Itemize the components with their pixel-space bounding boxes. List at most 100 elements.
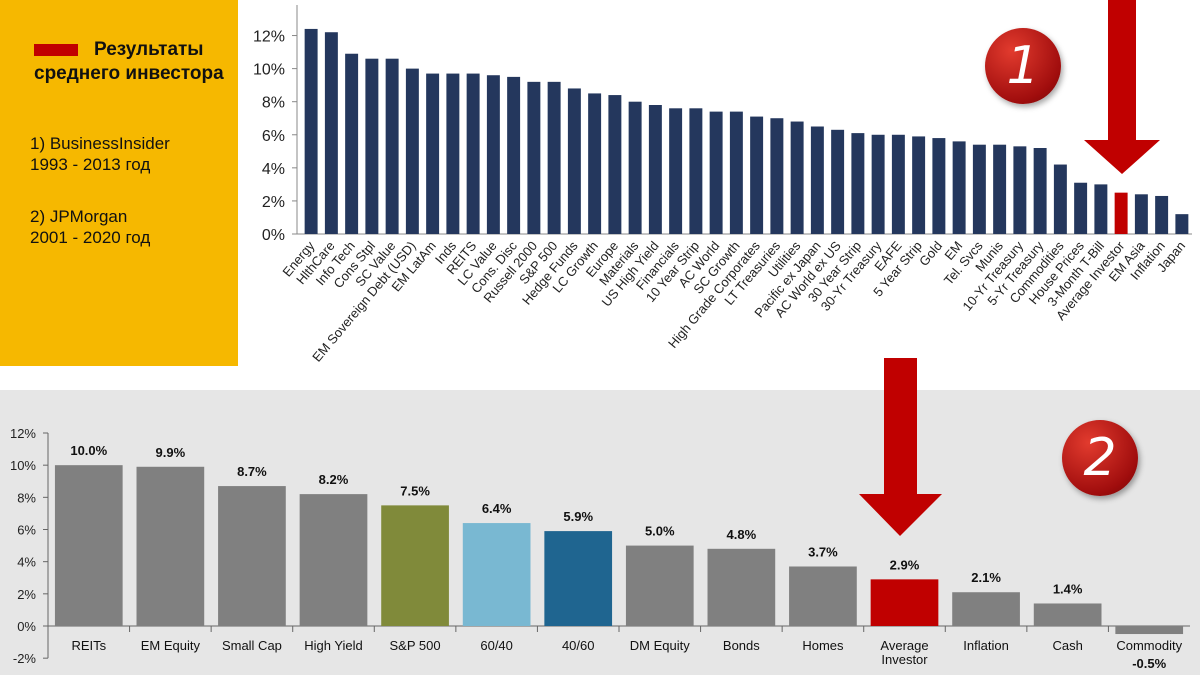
top-bar bbox=[324, 32, 338, 234]
top-bar bbox=[689, 108, 703, 234]
top-bar bbox=[304, 28, 318, 234]
top-bar bbox=[750, 116, 764, 234]
bottom-x-tick-label: High Yield bbox=[304, 638, 363, 653]
bottom-value-label: 4.8% bbox=[727, 527, 757, 542]
top-y-tick-label: 4% bbox=[262, 161, 285, 178]
bottom-x-tick-label: Cash bbox=[1052, 638, 1082, 653]
badge-2: 2 bbox=[1062, 420, 1138, 496]
legend-swatch bbox=[34, 44, 78, 56]
bottom-x-tick-label-line: S&P 500 bbox=[390, 638, 441, 653]
top-bar bbox=[345, 53, 359, 234]
top-bar bbox=[365, 58, 379, 234]
bottom-value-label: 9.9% bbox=[156, 445, 186, 460]
bottom-value-label: 8.2% bbox=[319, 472, 349, 487]
top-bar bbox=[426, 73, 440, 234]
top-y-tick-label: 10% bbox=[253, 62, 285, 79]
top-bar bbox=[1114, 192, 1128, 234]
bottom-x-tick-label: Bonds bbox=[723, 638, 760, 653]
top-y-tick-label: 2% bbox=[262, 194, 285, 211]
bottom-x-tick-label-line: Cash bbox=[1052, 638, 1082, 653]
bottom-x-tick-label-line: DM Equity bbox=[630, 638, 690, 653]
bottom-x-tick-label-line: Small Cap bbox=[222, 638, 282, 653]
bottom-x-tick-label-line: Inflation bbox=[963, 638, 1009, 653]
bottom-bar bbox=[1033, 603, 1102, 626]
legend-title: Результаты среднего инвестора bbox=[34, 39, 224, 84]
bottom-bar bbox=[789, 566, 857, 626]
bottom-x-tick-label-line: EM Equity bbox=[141, 638, 201, 653]
top-arrow bbox=[1084, 0, 1160, 174]
bottom-bar bbox=[136, 466, 205, 626]
top-bar bbox=[669, 108, 683, 234]
top-bar bbox=[628, 101, 642, 234]
top-bar bbox=[466, 73, 480, 234]
bottom-y-tick-label: 10% bbox=[10, 458, 36, 473]
bottom-x-tick-label-line: 40/60 bbox=[562, 638, 595, 653]
bottom-x-tick-label-line: 60/40 bbox=[480, 638, 513, 653]
bottom-bar bbox=[54, 465, 123, 626]
bottom-bar bbox=[544, 531, 613, 626]
bottom-value-label: 2.9% bbox=[890, 557, 920, 572]
top-bar bbox=[385, 58, 399, 234]
bottom-value-label: 1.4% bbox=[1053, 581, 1083, 596]
bottom-value-label: 6.4% bbox=[482, 501, 512, 516]
bottom-value-label: -0.5% bbox=[1132, 656, 1166, 671]
bottom-x-tick-label: S&P 500 bbox=[390, 638, 441, 653]
top-bar bbox=[648, 105, 662, 234]
source-2-name: 2) JPMorgan bbox=[30, 207, 128, 226]
top-bar bbox=[831, 129, 845, 234]
top-bar bbox=[709, 111, 723, 234]
bottom-bar bbox=[299, 494, 368, 626]
bottom-value-label: 2.1% bbox=[971, 570, 1001, 585]
bottom-x-tick-label-line: REITs bbox=[71, 638, 106, 653]
source-2-period: 2001 - 2020 год bbox=[30, 228, 151, 247]
top-y-tick-label: 0% bbox=[262, 227, 285, 244]
bottom-y-tick-label: 6% bbox=[17, 523, 36, 538]
top-bar bbox=[1033, 148, 1047, 234]
bottom-y-tick-label: 8% bbox=[17, 490, 36, 505]
top-bar bbox=[932, 138, 946, 234]
top-bar bbox=[527, 81, 541, 234]
top-y-tick-label: 8% bbox=[262, 95, 285, 112]
top-bar bbox=[567, 88, 581, 234]
bottom-y-tick-label: 2% bbox=[17, 587, 36, 602]
bottom-bar bbox=[218, 486, 286, 626]
bottom-x-tick-label: REITs bbox=[71, 638, 106, 653]
bottom-x-tick-label: Commodity bbox=[1116, 638, 1182, 653]
top-bar bbox=[1053, 164, 1067, 234]
bottom-value-label: 10.0% bbox=[70, 443, 107, 458]
bottom-x-tick-label-line: Homes bbox=[802, 638, 844, 653]
bottom-bar bbox=[625, 545, 694, 626]
legend-panel: Результаты среднего инвестора 1) Busines… bbox=[0, 0, 238, 366]
top-bar bbox=[891, 134, 905, 234]
top-bar bbox=[993, 144, 1007, 234]
bottom-x-tick-label: Average Investor bbox=[880, 638, 928, 667]
bottom-arrow bbox=[859, 358, 942, 536]
bottom-x-tick-label: Small Cap bbox=[222, 638, 282, 653]
bottom-x-tick-label: EM Equity bbox=[141, 638, 201, 653]
bottom-bar bbox=[952, 592, 1020, 626]
bottom-x-tick-label-line: Average bbox=[880, 638, 928, 653]
top-bar bbox=[912, 136, 926, 234]
source-1-name: 1) BusinessInsider bbox=[30, 134, 170, 153]
top-bar bbox=[729, 111, 743, 234]
bottom-value-label: 5.9% bbox=[563, 509, 593, 524]
bottom-x-tick-label: Inflation bbox=[963, 638, 1009, 653]
source-2: 2) JPMorgan 2001 - 2020 год bbox=[30, 206, 150, 248]
top-bar bbox=[588, 93, 602, 234]
bottom-bar bbox=[707, 548, 776, 626]
top-y-tick-label: 12% bbox=[253, 29, 285, 46]
top-bar bbox=[547, 81, 561, 234]
top-bar bbox=[871, 134, 885, 234]
top-bar bbox=[486, 75, 500, 234]
bottom-x-tick-label-line: Investor bbox=[881, 652, 928, 667]
top-y-tick-label: 6% bbox=[262, 128, 285, 145]
bottom-y-tick-label: -2% bbox=[13, 651, 37, 666]
bottom-x-tick-label-line: High Yield bbox=[304, 638, 363, 653]
bottom-y-tick-label: 4% bbox=[17, 555, 36, 570]
top-bar bbox=[1013, 146, 1027, 234]
top-bar bbox=[1175, 214, 1189, 234]
top-bar bbox=[790, 121, 804, 234]
bottom-y-tick-label: 0% bbox=[17, 619, 36, 634]
